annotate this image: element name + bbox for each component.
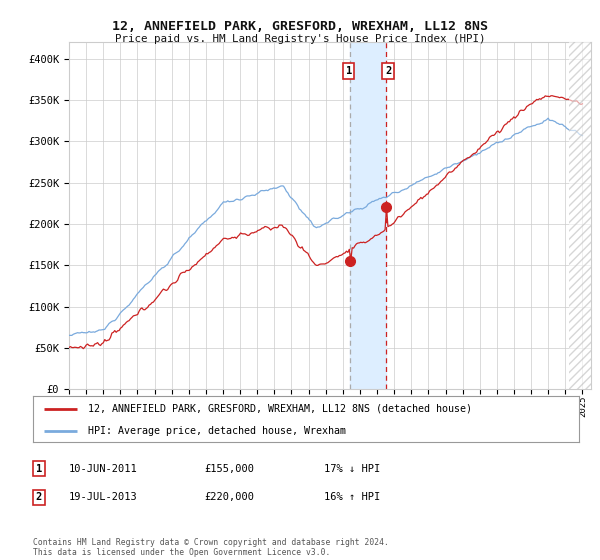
Text: 17% ↓ HPI: 17% ↓ HPI: [324, 464, 380, 474]
Text: 19-JUL-2013: 19-JUL-2013: [69, 492, 138, 502]
Text: 10-JUN-2011: 10-JUN-2011: [69, 464, 138, 474]
Text: 12, ANNEFIELD PARK, GRESFORD, WREXHAM, LL12 8NS (detached house): 12, ANNEFIELD PARK, GRESFORD, WREXHAM, L…: [88, 404, 472, 414]
Text: Price paid vs. HM Land Registry's House Price Index (HPI): Price paid vs. HM Land Registry's House …: [115, 34, 485, 44]
Text: 1: 1: [36, 464, 42, 474]
Text: Contains HM Land Registry data © Crown copyright and database right 2024.
This d: Contains HM Land Registry data © Crown c…: [33, 538, 389, 557]
Text: £220,000: £220,000: [204, 492, 254, 502]
Bar: [569, 42, 595, 389]
Text: 2: 2: [36, 492, 42, 502]
Text: 16% ↑ HPI: 16% ↑ HPI: [324, 492, 380, 502]
Bar: [350, 42, 386, 389]
Text: 1: 1: [346, 66, 352, 76]
Text: HPI: Average price, detached house, Wrexham: HPI: Average price, detached house, Wrex…: [88, 426, 346, 436]
Text: 2: 2: [385, 66, 391, 76]
Text: 12, ANNEFIELD PARK, GRESFORD, WREXHAM, LL12 8NS: 12, ANNEFIELD PARK, GRESFORD, WREXHAM, L…: [112, 20, 488, 32]
Text: £155,000: £155,000: [204, 464, 254, 474]
